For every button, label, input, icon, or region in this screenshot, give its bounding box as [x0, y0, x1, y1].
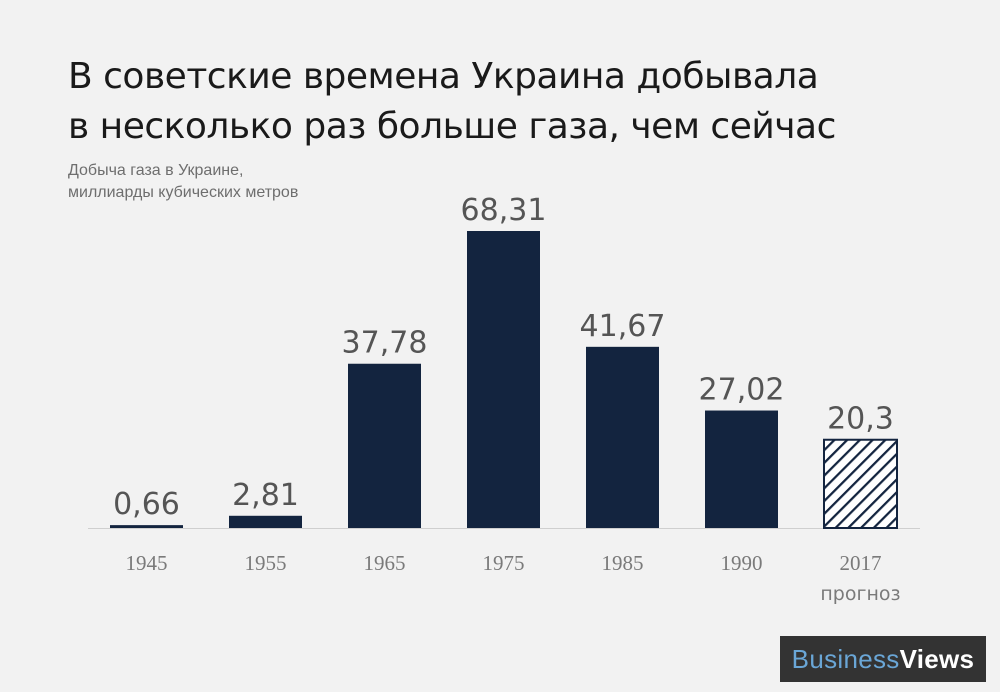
bar-value-label: 20,3: [827, 402, 894, 437]
x-tick-label: 2017: [840, 551, 882, 575]
x-tick-label: 1985: [602, 551, 644, 575]
x-tick-label: 1945: [126, 551, 168, 575]
bar: [467, 231, 540, 528]
bar-value-label: 27,02: [699, 373, 785, 408]
bar: [110, 525, 183, 528]
logo-text-business: Business: [791, 643, 900, 674]
chart-title-line-2: в несколько раз больше газа, чем сейчас: [68, 106, 836, 147]
bar: [229, 515, 302, 528]
x-tick-label: 1965: [364, 551, 406, 575]
bar: [348, 363, 421, 528]
x-tick-label: 1975: [483, 551, 525, 575]
logo-text-views: Views: [899, 643, 975, 674]
chart-title: В советские времена Украина добывала в н…: [68, 52, 948, 152]
x-tick-label: 1955: [245, 551, 287, 575]
bar-forecast: [823, 438, 898, 530]
bar-value-label: 41,67: [580, 309, 666, 344]
chart-subtitle: Добыча газа в Украине, миллиарды кубичес…: [68, 160, 298, 204]
chart-subtitle-line-1: Добыча газа в Украине,: [68, 162, 244, 179]
x-tick-note: прогноз: [820, 583, 900, 605]
businessviews-logo: Business Views: [780, 636, 986, 682]
bar-value-label: 68,31: [461, 193, 547, 228]
bar-value-label: 37,78: [342, 326, 428, 361]
bar: [705, 410, 778, 528]
chart-subtitle-line-2: миллиарды кубических метров: [68, 184, 299, 201]
chart-title-line-1: В советские времена Украина добывала: [68, 56, 819, 97]
bar-value-label: 0,66: [113, 487, 180, 522]
x-tick-label: 1990: [721, 551, 763, 575]
bar-value-label: 2,81: [232, 478, 299, 513]
bar: [586, 346, 659, 528]
